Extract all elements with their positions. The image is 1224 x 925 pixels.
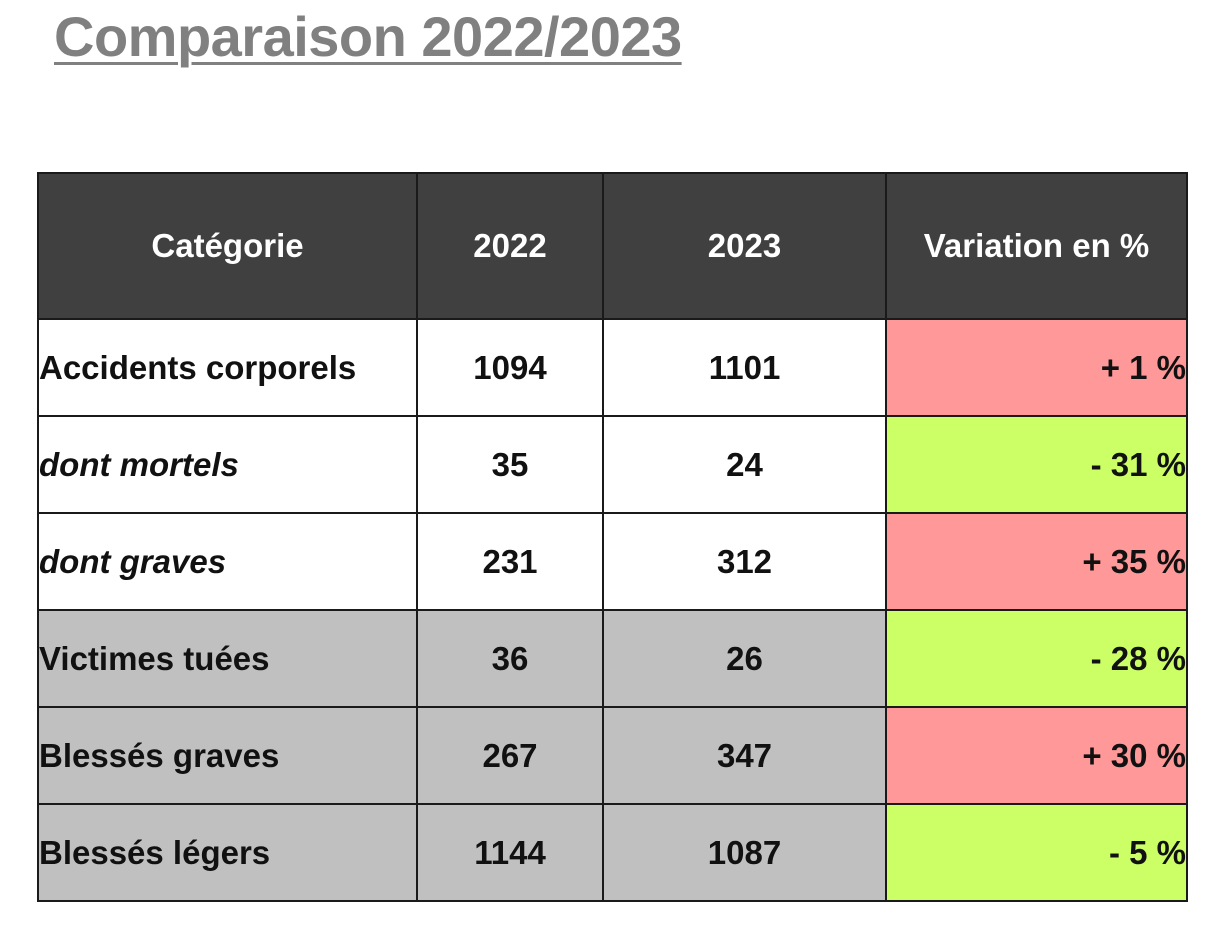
value-2023-cell: 26 — [602, 609, 887, 708]
value-2022-cell: 267 — [416, 706, 604, 805]
variation-cell: + 1 % — [885, 318, 1188, 417]
category-cell: Blessés graves — [37, 706, 418, 805]
category-cell: dont mortels — [37, 415, 418, 514]
table-row: Blessés légers 1144 1087 - 5 % — [37, 803, 1188, 902]
value-2023-cell: 24 — [602, 415, 887, 514]
value-2022-cell: 36 — [416, 609, 604, 708]
table-row: dont mortels 35 24 - 31 % — [37, 415, 1188, 514]
value-2023-cell: 347 — [602, 706, 887, 805]
variation-cell: + 30 % — [885, 706, 1188, 805]
table-row: Blessés graves 267 347 + 30 % — [37, 706, 1188, 805]
category-cell: Blessés légers — [37, 803, 418, 902]
value-2022-cell: 231 — [416, 512, 604, 611]
comparison-table: Catégorie 2022 2023 Variation en % Accid… — [37, 172, 1188, 902]
variation-cell: + 35 % — [885, 512, 1188, 611]
value-2023-cell: 1101 — [602, 318, 887, 417]
category-cell: dont graves — [37, 512, 418, 611]
value-2023-cell: 312 — [602, 512, 887, 611]
header-2023: 2023 — [602, 172, 887, 320]
value-2022-cell: 35 — [416, 415, 604, 514]
value-2022-cell: 1094 — [416, 318, 604, 417]
table-row: dont graves 231 312 + 35 % — [37, 512, 1188, 611]
header-2022: 2022 — [416, 172, 604, 320]
variation-cell: - 5 % — [885, 803, 1188, 902]
header-category: Catégorie — [37, 172, 418, 320]
variation-cell: - 28 % — [885, 609, 1188, 708]
category-cell: Accidents corporels — [37, 318, 418, 417]
value-2023-cell: 1087 — [602, 803, 887, 902]
table-row: Accidents corporels 1094 1101 + 1 % — [37, 318, 1188, 417]
table-header-row: Catégorie 2022 2023 Variation en % — [37, 172, 1188, 320]
table-row: Victimes tuées 36 26 - 28 % — [37, 609, 1188, 708]
value-2022-cell: 1144 — [416, 803, 604, 902]
page-title: Comparaison 2022/2023 — [54, 5, 682, 68]
category-cell: Victimes tuées — [37, 609, 418, 708]
header-variation: Variation en % — [885, 172, 1188, 320]
variation-cell: - 31 % — [885, 415, 1188, 514]
